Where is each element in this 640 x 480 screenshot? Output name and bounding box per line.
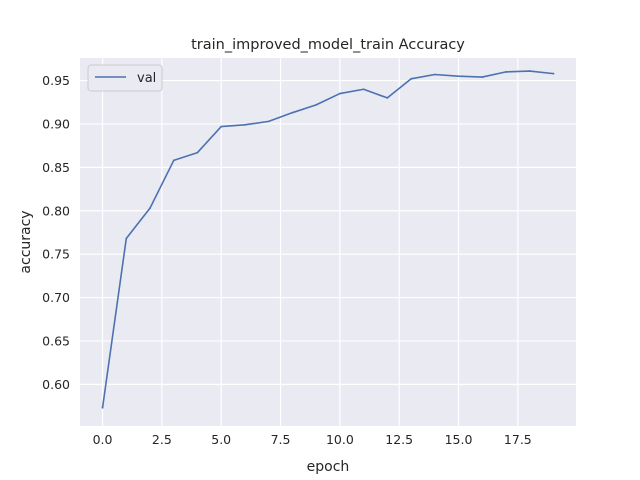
data-point bbox=[552, 72, 555, 75]
y-tick-labels: 0.60 0.65 0.70 0.75 0.80 0.85 0.90 0.95 bbox=[42, 73, 70, 392]
data-point bbox=[149, 207, 151, 210]
data-point bbox=[528, 70, 531, 72]
x-tick-label: 15.0 bbox=[445, 432, 473, 447]
y-tick-label: 0.85 bbox=[42, 160, 70, 175]
x-tick-label: 0.0 bbox=[93, 432, 113, 447]
data-point bbox=[386, 97, 389, 99]
x-axis-label: epoch bbox=[307, 459, 350, 475]
y-tick-label: 0.95 bbox=[42, 73, 70, 88]
y-tick-label: 0.90 bbox=[42, 116, 70, 131]
legend-label-val: val bbox=[137, 71, 156, 86]
data-point bbox=[433, 73, 436, 76]
chart-title: train_improved_model_train Accuracy bbox=[191, 37, 465, 53]
data-point bbox=[244, 123, 246, 126]
data-point bbox=[315, 103, 318, 106]
x-tick-label: 5.0 bbox=[211, 432, 231, 447]
data-point bbox=[172, 159, 175, 162]
y-tick-label: 0.70 bbox=[42, 290, 70, 305]
data-point bbox=[220, 125, 223, 128]
y-axis-label: accuracy bbox=[18, 210, 34, 273]
y-tick-label: 0.80 bbox=[42, 203, 70, 218]
data-point bbox=[291, 111, 294, 114]
data-point bbox=[125, 237, 128, 240]
legend-box bbox=[87, 64, 163, 92]
x-tick-label: 2.5 bbox=[152, 432, 172, 447]
x-gridlines bbox=[101, 58, 519, 426]
series-line-val bbox=[101, 70, 555, 409]
data-point bbox=[505, 70, 507, 73]
x-tick-labels: 0.0 2.5 5.0 7.5 10.0 12.5 15.0 17.5 bbox=[93, 432, 532, 447]
x-tick-label: 10.0 bbox=[326, 432, 354, 447]
data-point bbox=[457, 75, 460, 78]
legend: val bbox=[87, 64, 163, 92]
data-point bbox=[196, 151, 199, 154]
y-tick-label: 0.75 bbox=[42, 247, 70, 262]
data-point bbox=[338, 92, 341, 95]
x-tick-label: 17.5 bbox=[504, 432, 532, 447]
y-gridlines bbox=[80, 79, 576, 385]
data-point bbox=[362, 88, 365, 91]
x-tick-label: 12.5 bbox=[385, 432, 413, 447]
data-point bbox=[481, 76, 484, 78]
x-tick-label: 7.5 bbox=[271, 432, 291, 447]
plot-area bbox=[80, 58, 576, 426]
y-tick-label: 0.65 bbox=[42, 333, 70, 348]
data-point bbox=[410, 77, 412, 80]
y-tick-label: 0.60 bbox=[42, 377, 70, 392]
data-point bbox=[101, 406, 104, 409]
series-layer bbox=[101, 70, 555, 409]
data-point bbox=[267, 120, 270, 123]
